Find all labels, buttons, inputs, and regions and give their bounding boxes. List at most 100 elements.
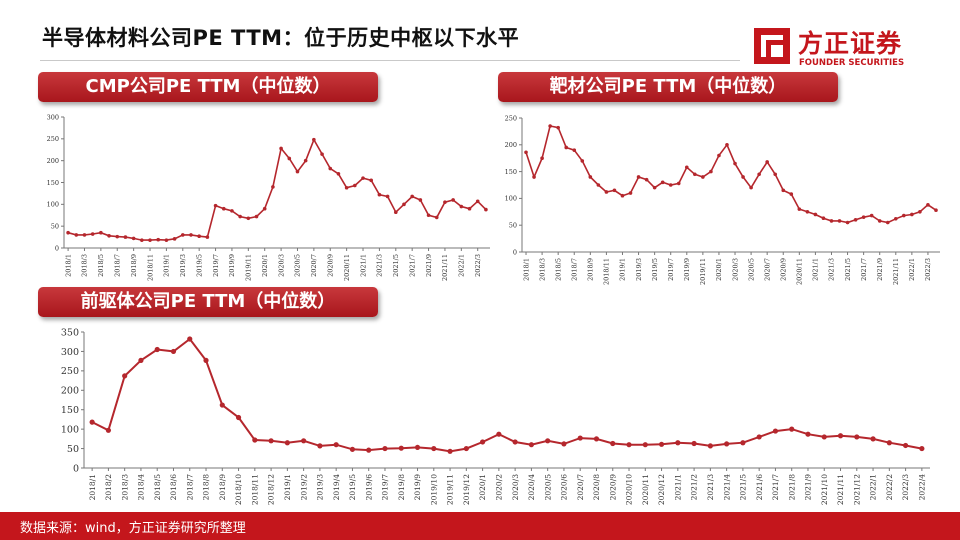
data-point xyxy=(869,213,874,218)
data-point xyxy=(107,233,111,238)
data-point xyxy=(805,210,810,214)
data-point xyxy=(221,206,226,211)
x-tick-label: 2019/4 xyxy=(332,474,341,501)
data-point xyxy=(829,219,834,223)
data-point xyxy=(528,442,535,448)
founder-logo-icon xyxy=(754,28,790,64)
data-point xyxy=(854,434,860,440)
x-tick-label: 2018/7 xyxy=(185,474,194,501)
data-source-note: 数据来源：wind，方正证券研究所整理 xyxy=(20,521,246,536)
data-point xyxy=(154,346,160,353)
x-tick-label: 2018/5 xyxy=(554,258,562,281)
data-point xyxy=(741,175,745,179)
data-point xyxy=(377,192,382,197)
precursor-chart-title: 前驱体公司PE TTM（中位数） xyxy=(38,287,378,317)
x-tick-label: 2018/12 xyxy=(267,474,276,505)
x-tick-label: 2021/10 xyxy=(820,474,829,505)
data-point xyxy=(853,218,858,222)
data-point xyxy=(644,177,649,182)
x-tick-label: 2019/5 xyxy=(348,474,357,501)
x-tick-label: 2019/5 xyxy=(195,254,203,277)
data-point xyxy=(684,165,689,170)
x-tick-label: 2019/3 xyxy=(316,474,325,501)
x-tick-label: 2018/3 xyxy=(538,258,546,281)
data-point xyxy=(693,172,697,177)
y-tick-label: 0 xyxy=(513,248,517,256)
data-point xyxy=(596,183,601,187)
data-point xyxy=(668,183,673,187)
x-tick-label: 2020/7 xyxy=(576,474,585,501)
x-tick-label: 2018/3 xyxy=(81,254,89,277)
data-point xyxy=(548,124,552,128)
data-point xyxy=(203,357,209,363)
x-tick-label: 2019/7 xyxy=(381,474,390,501)
y-tick-label: 150 xyxy=(505,168,517,176)
data-point xyxy=(593,436,600,442)
data-point xyxy=(604,190,609,194)
x-tick-label: 2018/1 xyxy=(522,258,530,281)
x-tick-label: 2019/3 xyxy=(179,254,187,277)
x-tick-label: 2019/9 xyxy=(228,254,236,277)
data-point xyxy=(580,159,585,163)
data-point xyxy=(164,238,169,242)
data-point xyxy=(885,220,890,225)
series-line xyxy=(67,137,487,241)
x-tick-label: 2022/3 xyxy=(901,474,910,501)
x-tick-label: 2019/2 xyxy=(299,474,308,501)
data-point xyxy=(246,216,251,221)
x-tick-label: 2021/12 xyxy=(852,474,861,505)
x-tick-label: 2019/7 xyxy=(667,258,675,281)
data-point xyxy=(934,208,938,212)
data-point xyxy=(675,440,681,446)
data-point xyxy=(612,188,617,193)
x-tick-label: 2018/2 xyxy=(104,474,113,501)
data-point xyxy=(479,439,486,445)
data-point xyxy=(475,199,480,204)
data-point xyxy=(131,236,136,241)
data-point xyxy=(789,192,794,196)
x-tick-label: 2018/7 xyxy=(114,254,122,277)
data-point xyxy=(725,143,729,147)
data-point xyxy=(434,215,439,220)
x-tick-label: 2019/5 xyxy=(651,258,659,281)
data-point xyxy=(74,233,79,237)
data-point xyxy=(733,161,737,166)
x-tick-label: 2020/1 xyxy=(478,474,487,500)
x-tick-label: 2019/12 xyxy=(462,474,471,505)
data-point xyxy=(652,185,657,190)
y-tick-label: 300 xyxy=(61,347,79,358)
data-point xyxy=(123,235,128,239)
x-tick-label: 2020/12 xyxy=(657,474,666,505)
data-point xyxy=(588,175,593,179)
data-point xyxy=(749,185,753,190)
data-point xyxy=(349,446,356,452)
x-tick-label: 2020/2 xyxy=(494,474,503,501)
data-point xyxy=(105,427,112,433)
data-point xyxy=(701,175,705,179)
data-point xyxy=(398,445,404,451)
data-point xyxy=(870,436,876,442)
data-point xyxy=(213,203,218,208)
data-point xyxy=(66,230,70,235)
data-point xyxy=(837,433,844,439)
data-point xyxy=(140,238,144,242)
x-tick-label: 2018/11 xyxy=(250,474,259,505)
x-tick-label: 2021/11 xyxy=(892,258,900,285)
data-point xyxy=(676,181,681,186)
data-point xyxy=(180,233,185,237)
y-tick-label: 100 xyxy=(61,424,79,435)
data-point xyxy=(431,445,437,452)
y-tick-label: 200 xyxy=(47,157,59,165)
footer-bar: 数据来源：wind，方正证券研究所整理 xyxy=(0,512,960,540)
data-point xyxy=(301,438,307,444)
cmp-chart-title: CMP公司PE TTM（中位数） xyxy=(38,72,378,102)
x-tick-label: 2022/3 xyxy=(924,258,932,281)
x-tick-label: 2018/11 xyxy=(146,254,154,281)
data-point xyxy=(919,445,925,452)
data-point xyxy=(279,146,283,151)
x-tick-label: 2020/3 xyxy=(511,474,520,501)
y-tick-label: 150 xyxy=(47,179,59,187)
data-point xyxy=(90,232,95,236)
